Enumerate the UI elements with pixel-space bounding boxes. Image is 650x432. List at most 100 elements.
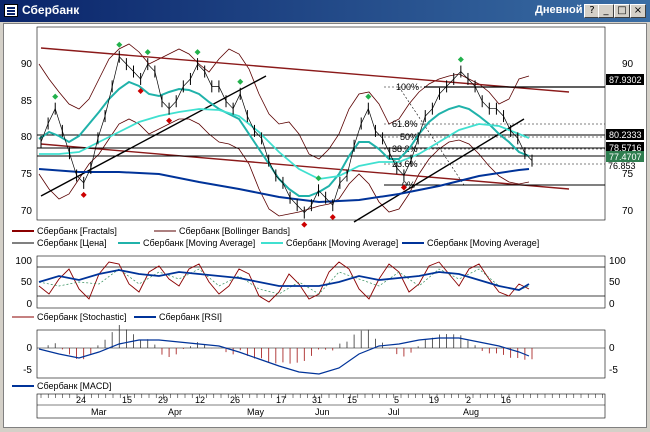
macd-ytick-right-minus5: -5: [609, 365, 618, 376]
title-bar[interactable]: Сбербанк Дневной ? _ □ ×: [0, 0, 650, 22]
macd-ytick-minus5: -5: [23, 365, 32, 376]
month-label-may: May: [247, 407, 265, 417]
legend-rsi[interactable]: Сбербанк [RSI]: [159, 312, 222, 322]
fractal-up-marker: [315, 175, 322, 182]
price-flag-77-4707-text: 77.4707: [609, 152, 642, 162]
maximize-button[interactable]: □: [614, 4, 630, 18]
price-flag-77-4707: [606, 151, 644, 162]
price-flag-78-5716: [606, 142, 644, 153]
month-label-apr: Apr: [168, 407, 182, 417]
time-axis[interactable]: 24 15 29 12 26 17 31 15 5 19 2 16 Mar Ap…: [36, 393, 606, 419]
fractal-up-marker: [144, 49, 151, 56]
support-trendline[interactable]: [40, 143, 570, 190]
fractal-up-marker: [457, 56, 464, 63]
osc-ytick-right-0: 0: [609, 299, 615, 310]
ma-slow-line: [38, 168, 530, 204]
ma-medium-line: [39, 108, 530, 180]
fib-label-23-6: 23.6%: [392, 159, 418, 169]
day-label-17: 17: [276, 395, 286, 405]
price-ytick-70: 70: [21, 206, 33, 217]
price-plot-frame: [36, 26, 606, 221]
osc-ytick-50: 50: [21, 277, 33, 288]
price-flag-76-853-text: 76.853: [608, 161, 636, 171]
day-label-5: 5: [394, 395, 399, 405]
fractal-down-marker: [301, 221, 308, 228]
resistance-trendline[interactable]: [40, 47, 570, 93]
legend-fractals[interactable]: Сбербанк [Fractals]: [37, 226, 117, 236]
price-flag-78-5716-text: 78.5716: [609, 143, 642, 153]
fractal-down-marker: [137, 87, 144, 94]
price-series: [40, 50, 533, 219]
bollinger-upper: [38, 43, 530, 160]
window-title: Сбербанк: [22, 3, 80, 17]
fractal-down-marker: [166, 117, 173, 124]
minimize-button[interactable]: _: [598, 4, 614, 18]
day-label-31: 31: [312, 395, 322, 405]
fractal-up-marker: [116, 41, 123, 48]
price-flag-80-2333: [606, 129, 644, 140]
day-label-19: 19: [429, 395, 439, 405]
price-ytick-90: 90: [21, 59, 33, 70]
chart-area[interactable]: 90 85 80 75 70 90 80 75 70: [3, 23, 647, 428]
fractal-up-marker: [194, 49, 201, 56]
osc-ytick-right-100: 100: [609, 256, 626, 267]
legend-ma1[interactable]: Сбербанк [Moving Average]: [143, 238, 255, 248]
fractal-markers: [52, 41, 464, 228]
fractal-down-marker: [80, 191, 87, 198]
bollinger-lower: [38, 118, 530, 217]
legend-price[interactable]: Сбербанк [Цена]: [37, 238, 107, 248]
legend-macd[interactable]: Сбербанк [MACD]: [37, 381, 111, 391]
day-label-24: 24: [76, 395, 86, 405]
day-label-15b: 15: [347, 395, 357, 405]
period-label: Дневной: [535, 4, 583, 16]
app-icon[interactable]: [4, 4, 18, 17]
day-label-29: 29: [158, 395, 168, 405]
fib-label-0: 0%: [402, 180, 415, 190]
price-ytick-right-90: 90: [622, 59, 634, 70]
fractal-up-marker: [52, 93, 59, 100]
day-label-12: 12: [195, 395, 205, 405]
uptrend-line-2[interactable]: [353, 118, 525, 223]
time-axis-frame: [36, 393, 606, 419]
price-ytick-80: 80: [21, 132, 33, 143]
legend-stochastic[interactable]: Сбербанк [Stochastic]: [37, 312, 126, 322]
price-flag-80-2333-text: 80.2333: [609, 130, 642, 140]
oscillator-panel[interactable]: 100 50 0 100 50 0 Сбербанк [Stochastic] …: [12, 255, 626, 322]
day-label-2: 2: [466, 395, 471, 405]
ma-fast-line: [38, 80, 530, 197]
month-label-jun: Jun: [315, 407, 330, 417]
month-label-mar: Mar: [91, 407, 107, 417]
fib-label-61-8: 61.8%: [392, 119, 418, 129]
legend-ma2[interactable]: Сбербанк [Moving Average]: [286, 238, 398, 248]
macd-ytick-0: 0: [26, 343, 32, 354]
price-legend: Сбербанк [Fractals] Сбербанк [Bollinger …: [12, 226, 539, 248]
close-button[interactable]: ×: [630, 4, 646, 18]
rsi-line: [38, 269, 530, 291]
legend-bollinger[interactable]: Сбербанк [Bollinger Bands]: [179, 226, 290, 236]
price-flags: 87.9302 80.2333 78.5716 77.4707 76.853: [606, 74, 644, 171]
fib-label-100: 100%: [396, 82, 419, 92]
osc-ytick-0: 0: [26, 299, 32, 310]
osc-ytick-100: 100: [15, 256, 32, 267]
price-ytick-right-75: 75: [622, 169, 634, 180]
macd-line: [38, 337, 530, 375]
fractal-down-marker: [400, 184, 407, 191]
price-panel[interactable]: 90 85 80 75 70 90 80 75 70: [12, 26, 644, 248]
fib-label-38-2: 38.2%: [392, 144, 418, 154]
fib-label-50: 50%: [400, 132, 418, 142]
price-flag-87-9302-text: 87.9302: [609, 75, 642, 85]
macd-panel[interactable]: 0 -5 0 -5 Сбербанк [MACD]: [12, 325, 618, 391]
price-ytick-75: 75: [21, 169, 33, 180]
price-ytick-85: 85: [21, 96, 33, 107]
fractal-up-marker: [365, 93, 372, 100]
day-label-26: 26: [230, 395, 240, 405]
uptrend-line-1[interactable]: [40, 75, 267, 197]
price-line: [40, 55, 533, 214]
day-label-15: 15: [122, 395, 132, 405]
osc-legend: Сбербанк [Stochastic] Сбербанк [RSI]: [12, 312, 222, 322]
legend-ma3[interactable]: Сбербанк [Moving Average]: [427, 238, 539, 248]
fractal-down-marker: [329, 214, 336, 221]
fractal-up-marker: [237, 78, 244, 85]
chart-svg[interactable]: 90 85 80 75 70 90 80 75 70: [4, 24, 646, 427]
